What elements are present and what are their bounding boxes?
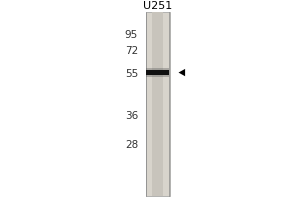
Text: 95: 95 [125,30,138,40]
Bar [146,68,169,77]
Bar [146,70,169,75]
Text: 55: 55 [125,69,138,79]
Text: 28: 28 [125,140,138,150]
Polygon shape [178,69,185,76]
Text: 72: 72 [125,46,138,56]
Text: 36: 36 [125,111,138,121]
Text: U251: U251 [143,1,172,11]
Bar [152,12,163,196]
Bar [146,12,170,196]
